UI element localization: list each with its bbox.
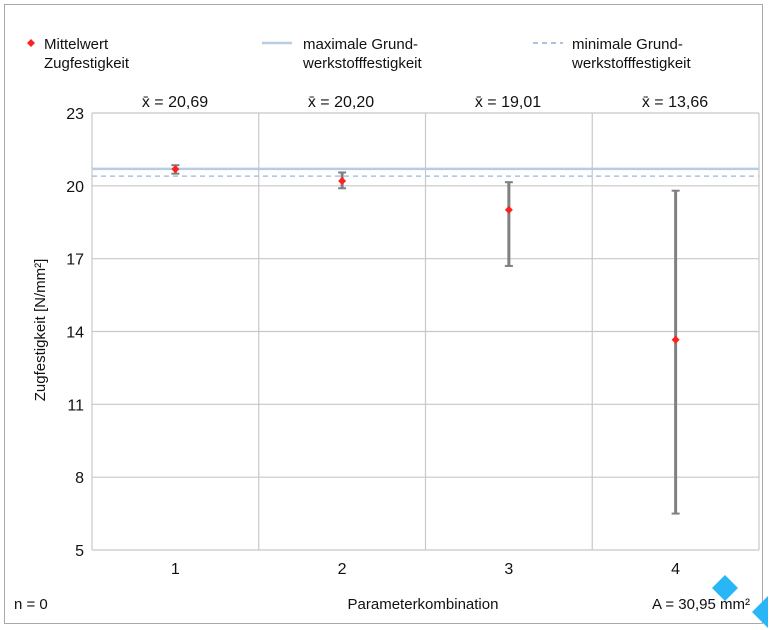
x-tick-label: 3 xyxy=(504,561,513,578)
y-tick-label: 8 xyxy=(75,470,84,487)
y-axis-title: Zugfestigkeit [N/mm²] xyxy=(32,259,49,402)
mean-point xyxy=(171,165,179,173)
watermark-triangle xyxy=(752,596,768,628)
mean-point xyxy=(672,336,680,344)
y-tick-label: 5 xyxy=(75,543,84,560)
n-annotation: n = 0 xyxy=(14,596,48,613)
legend-max-label-1: maximale Grund- xyxy=(303,36,418,53)
mean-label-4: x̄ = 13,66 xyxy=(642,94,708,111)
y-tick-label: 20 xyxy=(66,179,84,196)
area-annotation: A = 30,95 mm² xyxy=(652,596,750,613)
mean-label-3: x̄ = 19,01 xyxy=(475,94,541,111)
mean-point xyxy=(338,177,346,185)
legend-min-label-2: werkstofffestigkeit xyxy=(571,55,691,72)
x-tick-label: 2 xyxy=(338,561,347,578)
x-tick-label: 1 xyxy=(171,561,180,578)
y-tick-label: 14 xyxy=(66,325,84,342)
y-tick-label: 23 xyxy=(66,106,84,123)
legend-min-label-1: minimale Grund- xyxy=(572,36,683,53)
legend-max-label-2: werkstofffestigkeit xyxy=(302,55,422,72)
y-tick-label: 17 xyxy=(66,252,84,269)
mean-label-1: x̄ = 20,69 xyxy=(142,94,208,111)
legend-mean-label-1: Mittelwert xyxy=(44,36,109,53)
legend: Mittelwert Zugfestigkeit maximale Grund-… xyxy=(27,36,691,72)
legend-mean-marker xyxy=(27,39,35,47)
mean-labels: x̄ = 20,69 x̄ = 20,20 x̄ = 19,01 x̄ = 13… xyxy=(142,94,708,111)
legend-mean-label-2: Zugfestigkeit xyxy=(44,55,130,72)
x-axis-title: Parameterkombination xyxy=(348,596,499,613)
x-tick-label: 4 xyxy=(671,561,680,578)
mean-point xyxy=(505,206,513,214)
mean-label-2: x̄ = 20,20 xyxy=(308,94,374,111)
y-tick-label: 11 xyxy=(67,397,84,414)
